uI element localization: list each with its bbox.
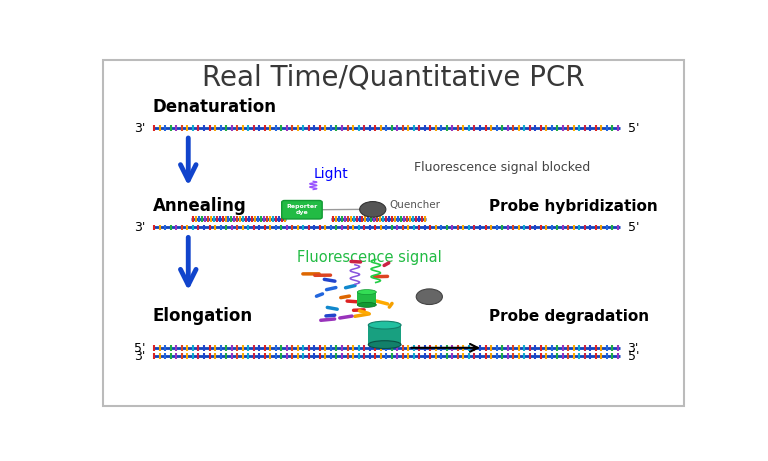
Text: 5': 5' bbox=[627, 350, 639, 363]
Circle shape bbox=[359, 201, 386, 217]
FancyBboxPatch shape bbox=[282, 201, 323, 219]
Text: 3': 3' bbox=[627, 342, 639, 355]
Ellipse shape bbox=[369, 341, 401, 349]
Text: Annealing: Annealing bbox=[153, 197, 247, 215]
Text: 3': 3' bbox=[134, 122, 145, 135]
Ellipse shape bbox=[357, 290, 376, 295]
Text: 3': 3' bbox=[134, 350, 145, 363]
Text: Probe degradation: Probe degradation bbox=[489, 309, 649, 324]
Text: Fluorescence signal: Fluorescence signal bbox=[297, 250, 442, 265]
Text: Quencher: Quencher bbox=[389, 200, 440, 210]
Text: Denaturation: Denaturation bbox=[153, 98, 276, 116]
Text: Light: Light bbox=[314, 167, 349, 181]
Text: 5': 5' bbox=[627, 122, 639, 135]
Ellipse shape bbox=[369, 321, 401, 329]
Text: 5': 5' bbox=[627, 221, 639, 234]
Circle shape bbox=[416, 289, 442, 305]
Text: Reporter
dye: Reporter dye bbox=[286, 204, 317, 215]
Bar bbox=[369, 325, 401, 345]
Text: Elongation: Elongation bbox=[153, 307, 253, 325]
Text: Real Time/Quantitative PCR: Real Time/Quantitative PCR bbox=[202, 63, 585, 91]
Ellipse shape bbox=[357, 302, 376, 307]
Text: Probe hybridization: Probe hybridization bbox=[489, 199, 657, 214]
Text: 3': 3' bbox=[134, 221, 145, 234]
Bar bbox=[357, 292, 376, 305]
Text: 5': 5' bbox=[134, 342, 145, 355]
Text: Fluorescence signal blocked: Fluorescence signal blocked bbox=[415, 160, 591, 174]
